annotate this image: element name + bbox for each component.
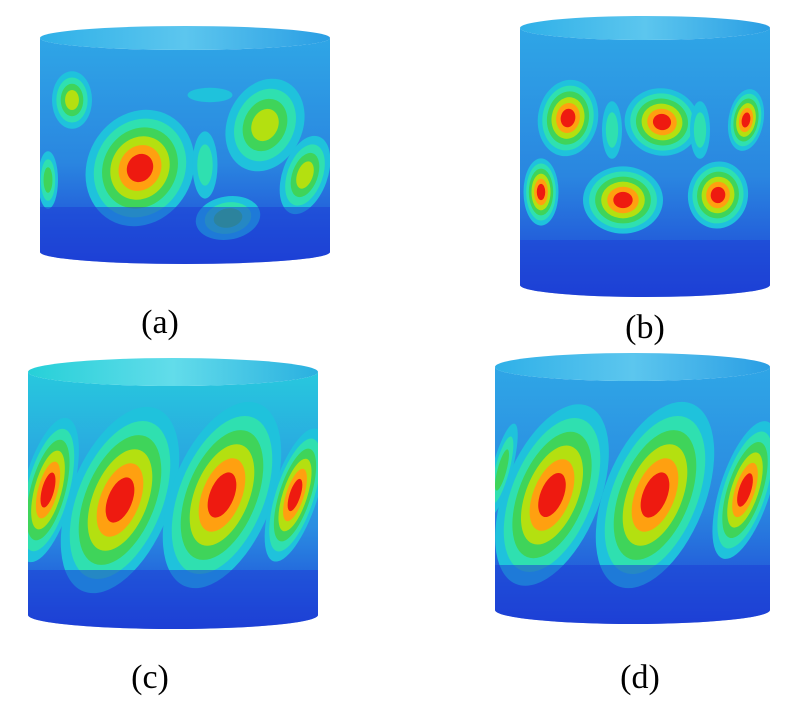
contours [520,79,770,297]
base-shade [520,240,770,297]
base-shade [28,570,318,629]
contour-band [741,112,751,128]
panel-label: (b) [625,309,665,346]
contour-band [538,472,566,518]
contours [28,401,318,629]
cylinder-top [520,16,770,40]
contour-band [40,472,56,508]
contour-band [105,477,135,523]
contour-band [652,113,672,131]
contours [495,401,770,624]
cylinder [40,26,330,264]
cylinder [495,353,770,624]
contour-band [640,472,670,518]
cylinder-top [28,358,318,386]
contour-band [710,186,726,204]
contour-band [536,183,546,201]
panel-label: (d) [620,659,660,696]
panel-label: (a) [141,304,179,341]
contour-band [65,89,79,111]
contour-band [187,87,233,103]
panel-label: (c) [131,659,169,696]
contour-band [605,112,619,148]
contour-band [693,112,707,148]
contours [40,71,330,264]
contour-band [197,144,213,186]
contour-band [613,191,633,209]
cylinder [28,358,318,629]
base-shade [40,207,330,264]
cylinder-top [40,26,330,50]
contour-band [287,478,303,512]
contour-band [737,473,753,507]
contour-band [296,161,314,189]
contour-band [43,167,53,193]
contour-band [251,108,279,142]
contour-band [560,108,576,128]
cylinder [520,16,770,297]
cylinder-top [495,353,770,381]
contour-band [495,449,509,491]
contour-band [126,153,154,183]
contour-band [207,472,237,518]
base-shade [495,565,770,624]
